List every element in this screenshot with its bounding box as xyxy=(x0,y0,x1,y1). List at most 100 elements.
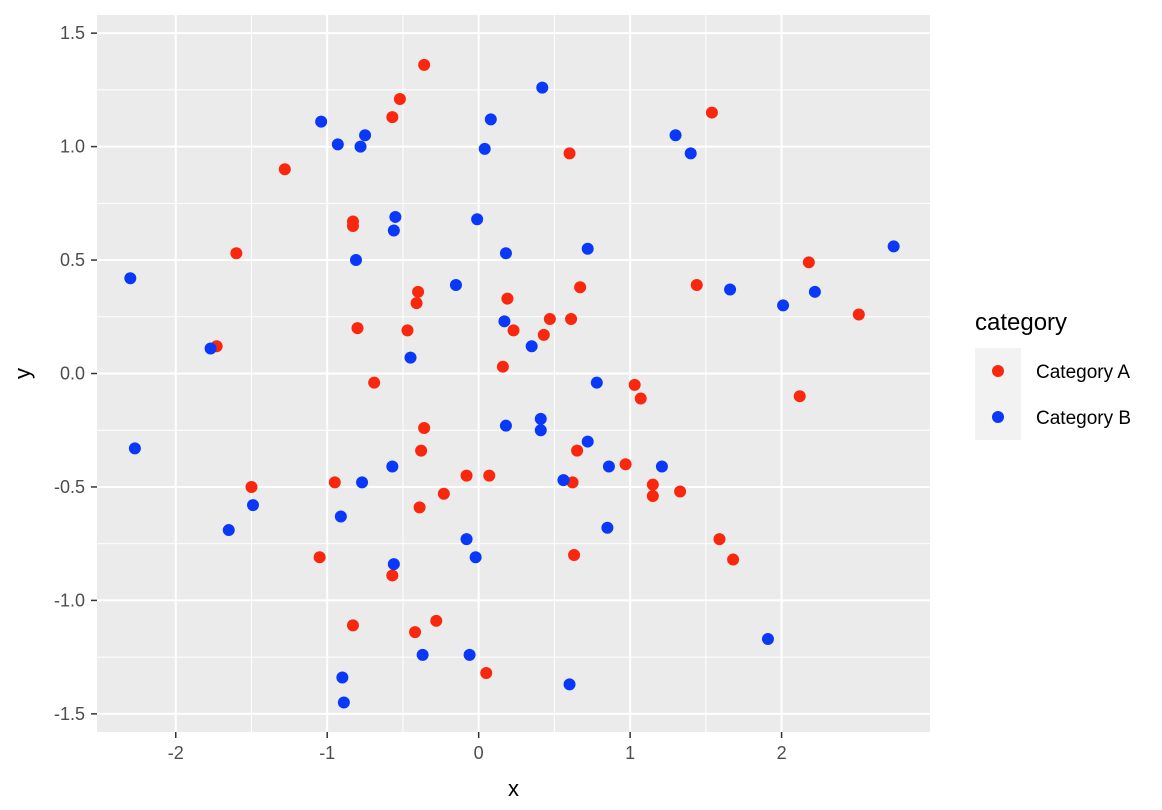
legend: category Category A Category B xyxy=(975,309,1131,440)
data-point-b xyxy=(808,285,821,298)
data-point-a xyxy=(574,281,587,294)
data-point-a xyxy=(410,297,423,310)
major-gridlines xyxy=(97,15,930,732)
data-point-b xyxy=(724,283,737,296)
data-point-a xyxy=(386,569,399,582)
data-point-a xyxy=(705,106,718,119)
data-point-b xyxy=(356,476,369,489)
x-tick-label: 0 xyxy=(474,743,484,763)
data-point-a xyxy=(501,292,514,305)
data-point-a xyxy=(634,392,647,405)
data-point-b xyxy=(204,342,217,355)
data-point-a xyxy=(245,480,258,493)
data-point-b xyxy=(498,315,511,328)
data-point-a xyxy=(278,163,291,176)
data-point-a xyxy=(368,376,381,389)
data-point-b xyxy=(463,648,476,661)
data-point-b xyxy=(222,524,235,537)
data-point-b xyxy=(354,140,367,153)
legend-keys-background xyxy=(975,348,1021,440)
data-point-b xyxy=(602,460,615,473)
data-point-b xyxy=(128,442,141,455)
x-axis-title: x xyxy=(508,776,519,801)
y-tick-label: -0.5 xyxy=(54,477,85,497)
data-point-b xyxy=(534,412,547,425)
data-point-a xyxy=(628,378,641,391)
data-point-a xyxy=(313,551,326,564)
data-points xyxy=(124,58,900,709)
data-point-a xyxy=(460,469,473,482)
data-point-b xyxy=(525,340,538,353)
minor-gridlines xyxy=(97,15,930,732)
data-point-a xyxy=(437,487,450,500)
y-axis-title: y xyxy=(10,368,35,379)
data-point-a xyxy=(346,220,359,233)
data-point-b xyxy=(246,499,259,512)
data-point-b xyxy=(581,242,594,255)
data-point-b xyxy=(449,279,462,292)
data-point-b xyxy=(359,129,372,142)
data-point-b xyxy=(484,113,497,126)
data-point-a xyxy=(646,490,659,503)
data-point-a xyxy=(674,485,687,498)
data-point-b xyxy=(404,351,417,364)
data-point-b xyxy=(655,460,668,473)
y-tick-label: 1.0 xyxy=(60,137,85,157)
data-point-a xyxy=(415,444,428,457)
data-point-a xyxy=(713,533,726,546)
data-point-b xyxy=(416,648,429,661)
data-point-a xyxy=(571,444,584,457)
data-point-a xyxy=(507,324,520,337)
data-point-a xyxy=(537,328,550,341)
x-tick-label: 1 xyxy=(625,743,635,763)
data-point-b xyxy=(315,115,328,128)
data-point-b xyxy=(499,247,512,260)
data-point-a xyxy=(793,390,806,403)
data-point-a xyxy=(480,667,493,680)
data-point-a xyxy=(566,476,579,489)
data-point-a xyxy=(401,324,414,337)
data-point-b xyxy=(777,299,790,312)
x-tick-label: 2 xyxy=(777,743,787,763)
data-point-a xyxy=(568,549,581,562)
data-point-b xyxy=(534,424,547,437)
data-point-b xyxy=(581,435,594,448)
x-tick-label: -1 xyxy=(319,743,335,763)
data-point-b xyxy=(389,210,402,223)
y-tick-label: -1.5 xyxy=(54,704,85,724)
data-point-b xyxy=(478,142,491,155)
data-point-b xyxy=(331,138,344,151)
data-point-a xyxy=(690,279,703,292)
data-point-b xyxy=(887,240,900,253)
data-point-a xyxy=(496,360,509,373)
x-tick-label: -2 xyxy=(168,743,184,763)
legend-key xyxy=(992,411,1004,423)
data-point-b xyxy=(499,419,512,432)
data-point-b xyxy=(124,272,137,285)
legend-label: Category A xyxy=(1036,362,1130,383)
data-point-a xyxy=(646,478,659,491)
data-point-a xyxy=(346,619,359,632)
data-point-b xyxy=(669,129,682,142)
data-point-a xyxy=(619,458,632,471)
y-tick-label: 0.5 xyxy=(60,250,85,270)
data-point-a xyxy=(393,92,406,105)
data-point-b xyxy=(536,81,549,94)
data-point-b xyxy=(563,678,576,691)
data-point-a xyxy=(351,322,364,335)
legend-items: Category A Category B xyxy=(992,362,1131,429)
data-point-b xyxy=(349,254,362,267)
data-point-b xyxy=(387,224,400,237)
y-tick-label: 0.0 xyxy=(60,364,85,384)
data-point-a xyxy=(386,111,399,124)
data-point-a xyxy=(409,626,422,639)
data-point-a xyxy=(543,313,556,326)
data-point-b xyxy=(684,147,697,160)
data-point-a xyxy=(852,308,865,321)
data-point-a xyxy=(328,476,341,489)
data-point-b xyxy=(471,213,484,226)
data-point-a xyxy=(413,501,426,514)
data-point-a xyxy=(418,58,431,71)
data-point-a xyxy=(563,147,576,160)
data-point-a xyxy=(418,421,431,434)
